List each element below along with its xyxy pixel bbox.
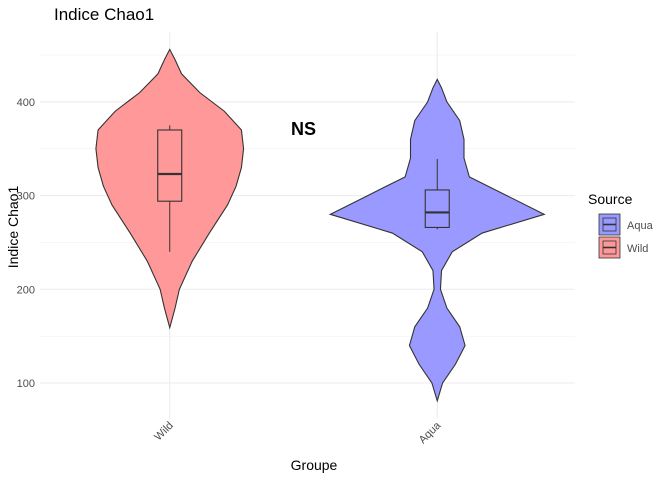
y-tick-label: 200 xyxy=(17,284,35,296)
legend-label: Wild xyxy=(627,243,648,255)
chart-title: Indice Chao1 xyxy=(54,5,154,24)
violin xyxy=(95,48,245,330)
box xyxy=(424,189,450,228)
y-tick-label: 400 xyxy=(17,97,35,109)
x-tick-label: Wild xyxy=(152,420,176,444)
x-tick-label: Aqua xyxy=(417,419,444,446)
x-axis-label: Groupe xyxy=(291,457,338,473)
y-tick-label: 100 xyxy=(17,378,35,390)
y-tick-label: 300 xyxy=(17,191,35,203)
legend-label: Aqua xyxy=(627,220,654,232)
box xyxy=(157,129,183,202)
legend-title: Source xyxy=(588,191,633,207)
y-axis-label: Indice Chao1 xyxy=(5,186,21,269)
annotation: NS xyxy=(291,119,316,139)
violin xyxy=(328,78,546,403)
